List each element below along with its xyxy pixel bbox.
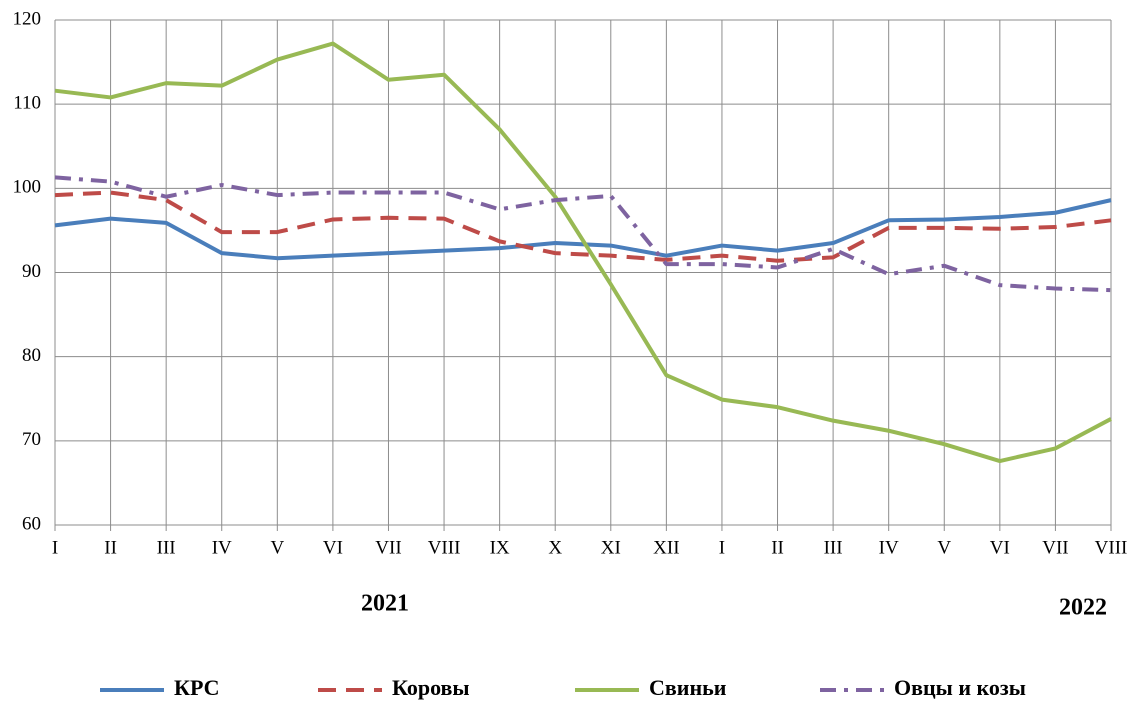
y-tick-label: 60 — [22, 513, 41, 534]
x-tick-label: V — [937, 537, 951, 558]
series-line — [54, 41, 1112, 464]
x-tick-label: VII — [1042, 537, 1068, 558]
y-tick-label: 100 — [13, 177, 42, 198]
x-tick-label: VI — [323, 537, 343, 558]
legend-label: Овцы и козы — [894, 675, 1026, 700]
series-line — [54, 198, 1112, 261]
y-tick-label: 80 — [22, 345, 41, 366]
y-tick-label: 110 — [13, 93, 41, 114]
year-label: 2022 — [1059, 595, 1107, 621]
series-line — [54, 175, 1112, 293]
x-tick-label: VII — [375, 537, 401, 558]
x-tick-label: X — [548, 537, 562, 558]
y-tick-label: 70 — [22, 429, 41, 450]
x-tick-label: VIII — [1095, 537, 1128, 558]
legend-label: Коровы — [392, 675, 470, 700]
x-tick-label: III — [824, 537, 843, 558]
x-tick-label: III — [157, 537, 176, 558]
legend-label: Свиньи — [649, 675, 727, 700]
x-tick-label: XII — [653, 537, 679, 558]
x-tick-label: IV — [212, 537, 232, 558]
x-tick-label: VI — [990, 537, 1010, 558]
x-tick-label: I — [52, 537, 58, 558]
legend-label: КРС — [174, 675, 220, 700]
series-line — [54, 190, 1112, 263]
y-tick-label: 120 — [13, 8, 42, 29]
year-label: 2021 — [361, 591, 409, 617]
x-tick-label: II — [771, 537, 784, 558]
x-tick-label: IV — [879, 537, 899, 558]
x-tick-label: V — [270, 537, 284, 558]
x-tick-label: IX — [490, 537, 510, 558]
x-tick-label: I — [719, 537, 725, 558]
x-tick-label: XI — [601, 537, 621, 558]
x-tick-label: VIII — [428, 537, 461, 558]
x-tick-label: II — [104, 537, 117, 558]
y-tick-label: 90 — [22, 261, 41, 282]
